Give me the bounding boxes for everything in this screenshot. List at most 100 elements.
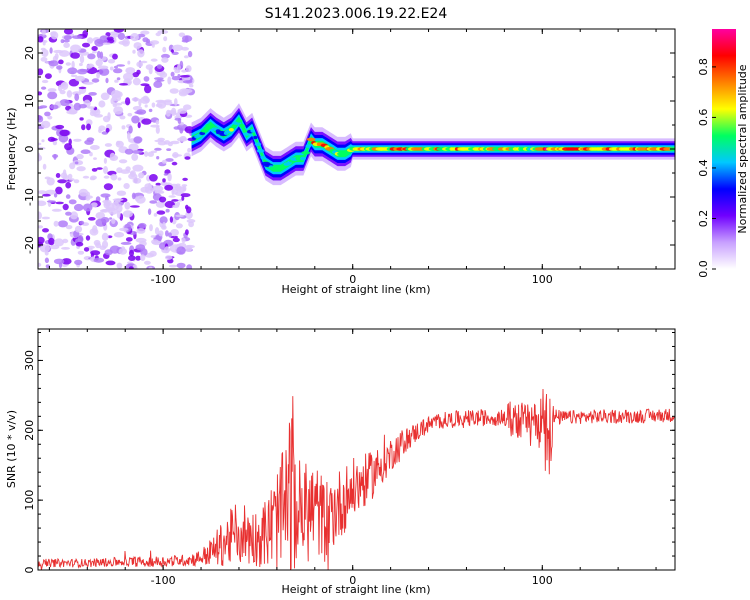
noise-blob — [148, 67, 153, 75]
x-tick-label: 0 — [349, 574, 356, 587]
noise-blob — [155, 99, 166, 103]
noise-blob — [74, 75, 85, 82]
noise-blob — [105, 77, 109, 84]
noise-blob — [49, 104, 59, 110]
noise-blob — [53, 258, 65, 265]
noise-blob — [127, 132, 131, 140]
noise-blob — [185, 65, 192, 73]
x-tick-label: -100 — [151, 574, 176, 587]
noise-blob — [152, 185, 164, 193]
noise-blob — [188, 221, 195, 228]
noise-blob — [177, 63, 181, 72]
noise-blob — [65, 211, 72, 216]
ridge-spot — [238, 124, 246, 128]
noise-blob — [135, 255, 142, 261]
y-tick-label: -20 — [23, 236, 36, 254]
noise-blob — [55, 173, 61, 178]
noise-blob — [62, 169, 67, 176]
noise-blob — [176, 201, 180, 206]
noise-blob — [90, 250, 101, 256]
noise-blob — [57, 220, 68, 228]
x-tick-label: -100 — [151, 273, 176, 286]
noise-blob — [172, 44, 184, 51]
noise-blob — [38, 115, 44, 123]
noise-blob — [122, 210, 133, 218]
ridge-spot — [260, 155, 267, 160]
noise-blob — [112, 53, 118, 60]
noise-blob — [158, 230, 164, 237]
noise-blob — [79, 55, 85, 64]
noise-blob — [41, 79, 49, 84]
noise-blob — [53, 49, 64, 54]
noise-blob — [138, 98, 142, 107]
noise-blob — [42, 228, 49, 233]
noise-blob — [113, 102, 123, 106]
noise-blob — [41, 29, 46, 36]
noise-blob — [121, 38, 130, 47]
noise-blob — [168, 264, 178, 268]
noise-blob — [60, 82, 67, 88]
noise-blob — [162, 178, 166, 183]
noise-blob — [149, 224, 153, 232]
noise-blob — [116, 77, 121, 81]
ridge-spot — [250, 129, 255, 133]
noise-blob — [161, 57, 169, 63]
noise-blob — [61, 247, 70, 250]
noise-blob — [155, 182, 161, 186]
noise-blob — [185, 210, 193, 220]
noise-blob — [65, 225, 73, 230]
noise-blob — [101, 240, 109, 249]
noise-blob — [164, 184, 174, 191]
noise-blob — [59, 99, 70, 107]
noise-blob — [79, 69, 89, 72]
noise-blob — [74, 93, 80, 101]
ridge-spot — [203, 126, 212, 130]
noise-blob — [58, 59, 64, 65]
noise-blob — [125, 81, 132, 85]
noise-blob — [55, 186, 63, 195]
noise-blob — [174, 185, 182, 191]
noise-blob — [168, 232, 172, 238]
noise-blob — [151, 102, 156, 108]
noise-blob — [86, 64, 93, 69]
noise-blob — [135, 195, 146, 204]
noise-blob — [58, 84, 63, 92]
noise-blob — [38, 211, 42, 220]
noise-blob — [55, 124, 65, 130]
noise-blob — [119, 83, 128, 86]
noise-blob — [122, 72, 134, 81]
noise-blob — [176, 246, 186, 255]
noise-blob — [40, 47, 46, 51]
noise-blob — [41, 216, 51, 220]
noise-blob — [159, 216, 168, 224]
noise-blob — [81, 124, 86, 131]
noise-blob — [68, 178, 75, 181]
noise-blob — [54, 238, 64, 247]
noise-blob — [181, 88, 193, 94]
noise-blob — [154, 227, 160, 235]
noise-blob — [155, 200, 166, 208]
noise-blob — [68, 199, 77, 205]
noise-blob — [125, 166, 131, 172]
noise-blob — [41, 120, 51, 129]
noise-blob — [41, 86, 47, 90]
noise-blob — [88, 92, 97, 96]
noise-blob — [181, 237, 186, 243]
noise-blob — [113, 68, 123, 74]
spectrogram-x-axis-label: Height of straight line (km) — [281, 283, 430, 296]
noise-blob — [128, 255, 136, 261]
noise-blob — [182, 80, 193, 84]
noise-blob — [53, 220, 59, 227]
noise-blob — [165, 255, 173, 260]
ridge-spot — [254, 142, 262, 146]
noise-blob — [52, 140, 58, 146]
noise-blob — [148, 108, 153, 113]
noise-blob — [183, 104, 192, 110]
noise-blob — [179, 127, 184, 134]
spectrogram-plot-area — [38, 29, 675, 269]
noise-blob — [178, 32, 186, 38]
noise-blob — [183, 55, 189, 59]
noise-blob — [110, 90, 121, 99]
noise-blob — [128, 266, 134, 269]
noise-blob — [154, 147, 162, 151]
